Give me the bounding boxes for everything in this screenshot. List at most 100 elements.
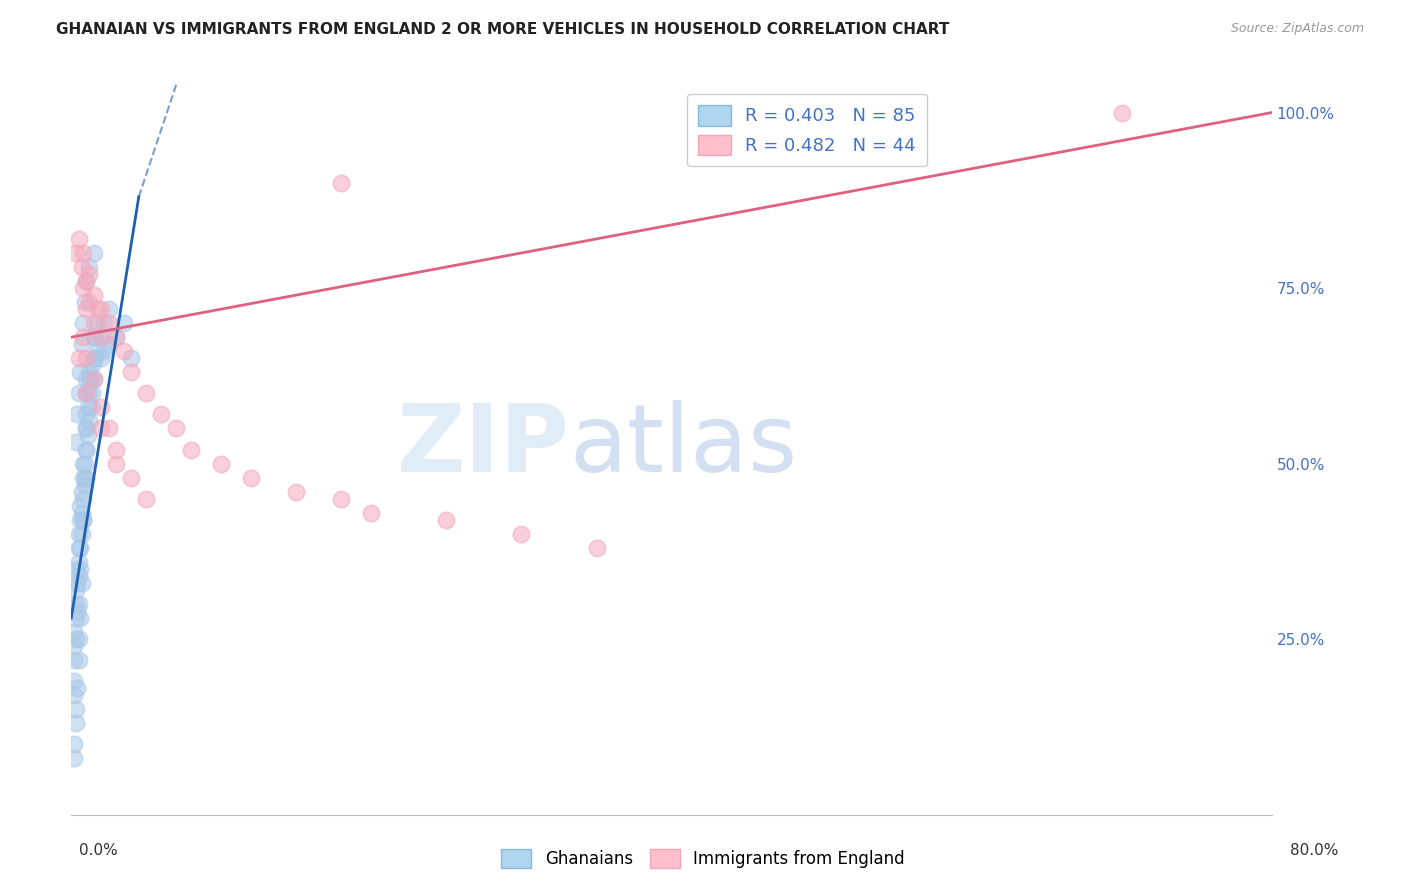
Text: Source: ZipAtlas.com: Source: ZipAtlas.com (1230, 22, 1364, 36)
Point (77, 267, 100, 281)
Point (76, 401, 98, 415)
Point (105, 330, 128, 344)
Point (70, 337, 93, 351)
Point (70, 506, 93, 520)
Point (63, 674, 86, 689)
Point (90, 302, 112, 317)
Point (240, 470, 263, 484)
Point (135, 386, 157, 401)
Point (67, 555, 90, 569)
Point (66, 681, 89, 696)
Point (75, 274, 97, 288)
Point (69, 499, 91, 513)
Legend: R = 0.403   N = 85, R = 0.482   N = 44: R = 0.403 N = 85, R = 0.482 N = 44 (688, 94, 927, 166)
Point (72, 491, 94, 506)
Point (97, 337, 120, 351)
Text: GHANAIAN VS IMMIGRANTS FROM ENGLAND 2 OR MORE VEHICLES IN HOUSEHOLD CORRELATION : GHANAIAN VS IMMIGRANTS FROM ENGLAND 2 OR… (56, 22, 949, 37)
Point (67, 541, 90, 555)
Point (65, 716, 87, 731)
Point (75, 421, 97, 435)
Point (80, 401, 103, 415)
Point (67, 386, 90, 401)
Point (83, 372, 105, 386)
Point (105, 330, 128, 344)
Point (67, 526, 90, 541)
Point (83, 372, 105, 386)
Point (63, 751, 86, 765)
Point (66, 408, 89, 422)
Point (66, 562, 89, 576)
Point (585, 541, 607, 555)
Point (72, 470, 94, 484)
Point (83, 351, 105, 366)
Point (105, 457, 128, 471)
Point (65, 702, 87, 716)
Point (63, 737, 86, 751)
Point (150, 408, 173, 422)
Point (75, 442, 97, 457)
Point (330, 176, 353, 190)
Text: 80.0%: 80.0% (1291, 843, 1339, 858)
Point (67, 632, 90, 646)
Point (67, 653, 90, 667)
Point (72, 513, 94, 527)
Point (65, 611, 87, 625)
Point (65, 435, 87, 450)
Point (97, 421, 120, 435)
Point (70, 575, 93, 590)
Point (70, 526, 93, 541)
Point (436, 513, 458, 527)
Point (63, 688, 86, 702)
Point (73, 477, 96, 491)
Legend: Ghanaians, Immigrants from England: Ghanaians, Immigrants from England (495, 842, 911, 875)
Point (209, 457, 232, 471)
Point (75, 421, 97, 435)
Point (135, 491, 157, 506)
Point (63, 639, 86, 653)
Point (75, 274, 97, 288)
Point (70, 260, 93, 274)
Point (77, 414, 100, 428)
Point (330, 491, 353, 506)
Point (67, 569, 90, 583)
Point (105, 442, 128, 457)
Point (73, 295, 96, 310)
Point (83, 316, 105, 330)
Point (90, 330, 112, 344)
Point (90, 401, 112, 415)
Point (80, 372, 103, 386)
Point (65, 582, 87, 597)
Point (285, 484, 308, 499)
Point (65, 246, 87, 260)
Point (72, 330, 94, 344)
Point (65, 597, 87, 611)
Point (77, 386, 100, 401)
Point (75, 302, 97, 317)
Point (97, 302, 120, 317)
Point (67, 232, 90, 246)
Point (72, 457, 94, 471)
Point (1111, 105, 1133, 120)
Text: ZIP: ZIP (396, 400, 569, 492)
Point (87, 316, 110, 330)
Point (180, 442, 202, 457)
Point (90, 421, 112, 435)
Point (120, 470, 142, 484)
Point (75, 386, 97, 401)
Point (82, 358, 104, 372)
Point (75, 386, 97, 401)
Point (93, 316, 115, 330)
Point (97, 316, 120, 330)
Point (73, 470, 96, 484)
Point (66, 604, 89, 618)
Point (63, 625, 86, 640)
Point (165, 421, 187, 435)
Point (87, 344, 110, 359)
Point (84, 351, 107, 366)
Point (65, 632, 87, 646)
Point (66, 575, 89, 590)
Point (77, 365, 100, 379)
Point (75, 408, 97, 422)
Point (75, 470, 97, 484)
Text: atlas: atlas (569, 400, 797, 492)
